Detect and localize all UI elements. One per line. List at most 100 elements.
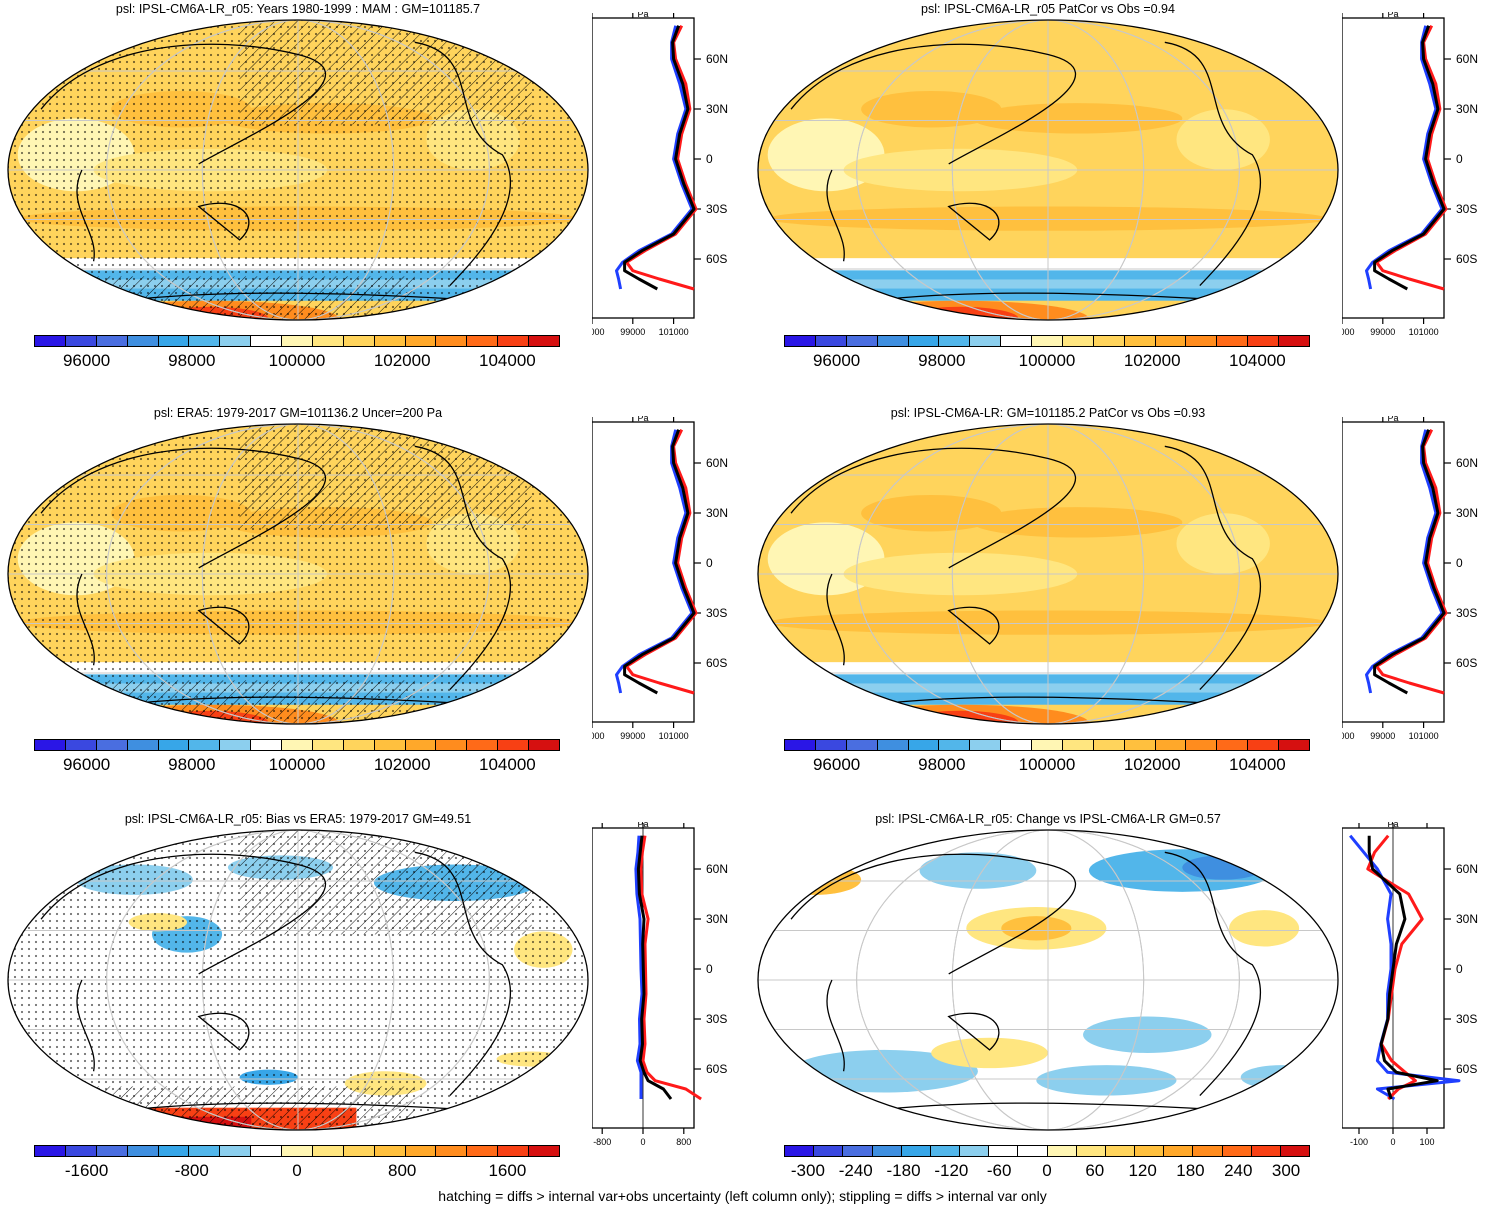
lat-tick-label: 60N xyxy=(1456,456,1478,470)
colorbar-labels: 96000 98000 100000 102000 104000 xyxy=(34,755,560,775)
colorbar-swatch xyxy=(970,336,1002,346)
profile-model-line xyxy=(1366,834,1424,1101)
zonal-unit-label: Pa xyxy=(637,12,648,19)
colorbar-tick-label: 96000 xyxy=(812,351,861,370)
colorbar-swatch xyxy=(189,336,221,346)
field-contour xyxy=(1001,916,1072,941)
colorbar-swatch xyxy=(282,336,313,346)
colorbar-swatch xyxy=(251,1146,282,1156)
colorbar-swatch xyxy=(251,740,282,750)
zonal-mean-plot: Pa 60N 30N 0 30S 60S 97000 99000 101000 xyxy=(1342,12,1478,337)
field-contour xyxy=(791,1049,978,1093)
colorbar-swatch xyxy=(1248,740,1279,750)
colorbar-swatch xyxy=(374,1146,406,1156)
colorbar-swatch xyxy=(65,1146,97,1156)
colorbar-swatch xyxy=(343,1146,375,1156)
colorbar-swatch xyxy=(872,1146,902,1156)
colorbar-swatch xyxy=(343,336,375,346)
colorbar-swatch xyxy=(785,336,816,346)
map-title: psl: ERA5: 1979-2017 GM=101136.2 Uncer=2… xyxy=(153,406,443,420)
colorbar-swatch xyxy=(1001,336,1032,346)
colorbar-tick-label: 98000 xyxy=(168,755,216,774)
colorbar xyxy=(34,739,560,751)
map-plot xyxy=(757,423,1339,725)
colorbar-tick-label: 0 xyxy=(1042,1161,1052,1180)
colorbar-swatch xyxy=(189,740,221,750)
colorbar-tick-label: 100000 xyxy=(268,755,326,774)
zonal-unit-label: Pa xyxy=(1387,416,1398,423)
colorbar-swatch xyxy=(1124,740,1156,750)
colorbar-swatch xyxy=(939,740,971,750)
colorbar-swatch xyxy=(815,336,847,346)
lat-tick-label: 30N xyxy=(706,102,728,116)
value-tick-label: 0 xyxy=(1390,1137,1395,1147)
hatching xyxy=(64,680,415,724)
map-outline xyxy=(757,423,1339,725)
colorbar-tick-label: 240 xyxy=(1224,1161,1253,1180)
colorbar-tick-label: 800 xyxy=(388,1161,417,1180)
colorbar-swatch xyxy=(467,1146,499,1156)
lat-tick-label: 30S xyxy=(706,606,727,620)
colorbar-tick-label: 102000 xyxy=(373,755,431,774)
colorbar-swatch xyxy=(1076,1146,1106,1156)
profile-obs-line xyxy=(615,25,694,290)
lat-tick-label: 30N xyxy=(1456,102,1478,116)
colorbar-swatch xyxy=(35,336,66,346)
graticule xyxy=(8,830,588,1130)
colorbar-tick-label: -180 xyxy=(886,1161,921,1180)
value-tick-label: 0 xyxy=(640,1137,645,1147)
profile-model-line xyxy=(1375,429,1448,695)
colorbar-swatch xyxy=(1093,740,1125,750)
value-tick-label: 99000 xyxy=(1370,327,1395,337)
colorbar-tick-label: 96000 xyxy=(812,755,861,774)
zonal-unit-label: Pa xyxy=(637,416,648,423)
colorbar-swatch xyxy=(282,1146,313,1156)
field-contour xyxy=(972,507,1183,538)
colorbar xyxy=(784,739,1310,751)
lat-tick-label: 60S xyxy=(706,252,727,266)
colorbar-swatch xyxy=(498,1146,529,1156)
colorbar-swatch xyxy=(930,1146,961,1156)
colorbar-swatch xyxy=(282,740,313,750)
colorbar-swatch xyxy=(498,336,529,346)
colorbar-swatch xyxy=(127,1146,159,1156)
colorbar-swatch xyxy=(846,336,878,346)
lat-tick-label: 60S xyxy=(1456,656,1477,670)
colorbar-swatch xyxy=(1186,740,1218,750)
colorbar-swatch xyxy=(877,740,909,750)
colorbar-swatch xyxy=(1193,1146,1223,1156)
profile-mean-line xyxy=(1367,835,1439,1100)
value-tick-label: 800 xyxy=(676,1137,691,1147)
colorbar-swatch xyxy=(908,740,940,750)
colorbar-tick-label: 300 xyxy=(1271,1161,1301,1180)
colorbar-swatch xyxy=(467,336,499,346)
colorbar-tick-label: 100000 xyxy=(268,351,326,370)
colorbar-swatch xyxy=(436,336,468,346)
colorbar-swatch xyxy=(1164,1146,1194,1156)
colorbar-swatch xyxy=(312,740,344,750)
colorbar-swatch xyxy=(436,740,468,750)
colorbar-tick-label: -800 xyxy=(174,1161,209,1180)
colorbar-tick-label: 104000 xyxy=(1229,351,1286,370)
colorbar-labels: 96000 98000 100000 102000 104000 xyxy=(784,351,1310,371)
colorbar-swatch xyxy=(1124,336,1156,346)
colorbar-swatch xyxy=(1279,336,1309,346)
profile-mean-line xyxy=(623,25,696,291)
lat-tick-label: 0 xyxy=(706,556,713,570)
map-outline xyxy=(7,423,589,725)
colorbar-swatch xyxy=(65,336,97,346)
colorbar-tick-label: 100000 xyxy=(1018,755,1076,774)
colorbar-swatch xyxy=(1222,1146,1252,1156)
colorbar-swatch xyxy=(1248,336,1279,346)
colorbar-tick-label: 102000 xyxy=(1123,755,1181,774)
colorbar-swatch xyxy=(1093,336,1125,346)
colorbar-swatch xyxy=(158,740,190,750)
map-plot xyxy=(7,829,589,1131)
colorbar-tick-label: 0 xyxy=(292,1161,302,1180)
colorbar xyxy=(34,1145,560,1157)
colorbar-swatch xyxy=(970,740,1002,750)
colorbar-swatch xyxy=(498,740,529,750)
lat-tick-label: 30S xyxy=(1456,202,1477,216)
colorbar-swatch xyxy=(220,740,252,750)
